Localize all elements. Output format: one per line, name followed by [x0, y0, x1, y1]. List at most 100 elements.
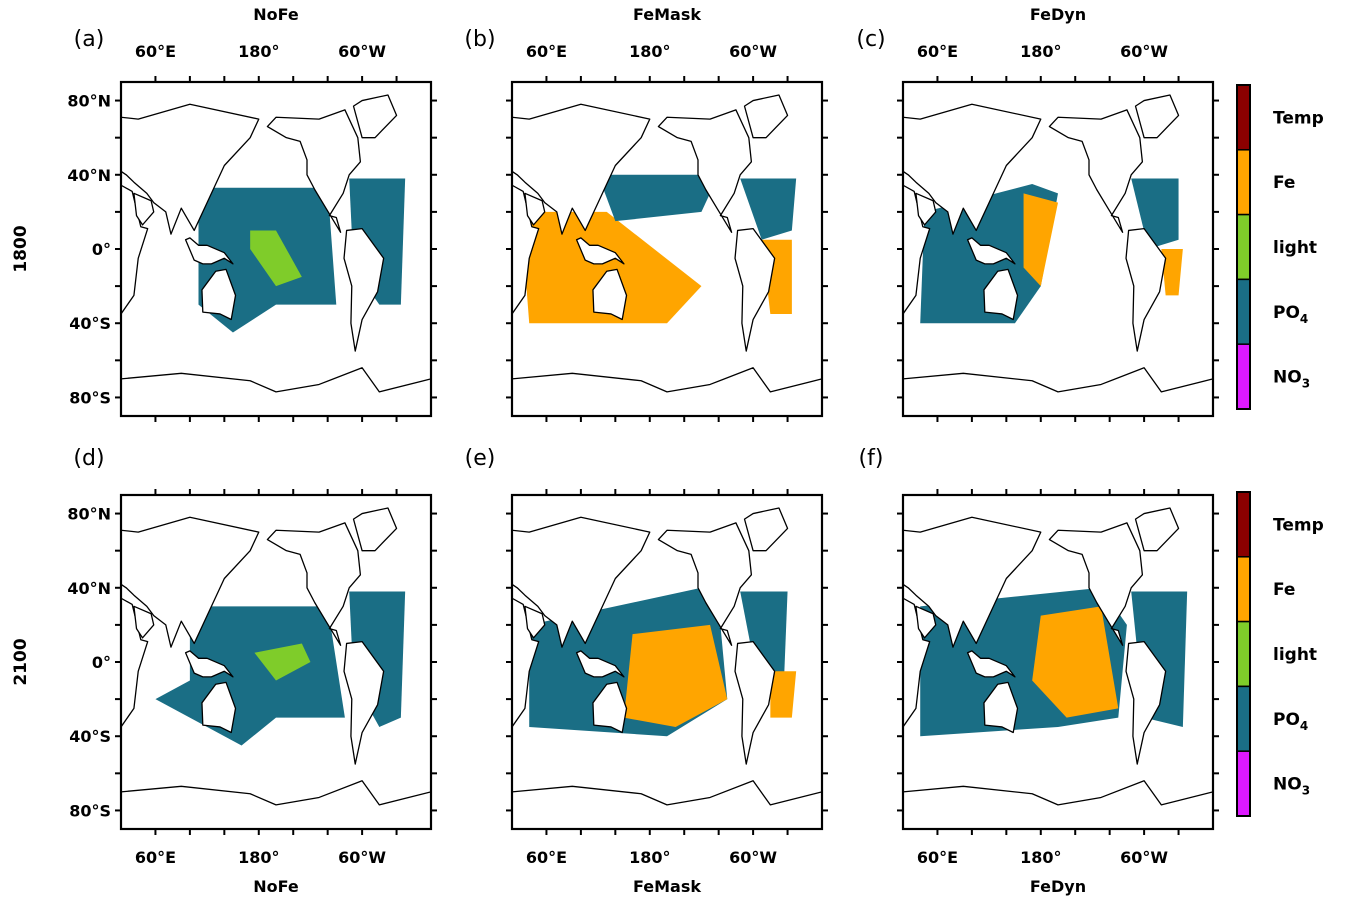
coastline-south-america [1125, 227, 1167, 352]
map-panel-a: (a) NoFe 60°E 180° 60°W 80°N 40°N 0° 40°S 80°S [67, 5, 437, 422]
coastline-north-america [1048, 522, 1144, 646]
coastline-north-america [657, 109, 753, 233]
colorbar: Temp Fe light PO4 NO3 [1236, 491, 1324, 817]
lat-tick-label: 40°N [67, 166, 111, 185]
colorbar-swatch-no3 [1236, 750, 1251, 817]
row-label: 2100 [11, 638, 31, 685]
colorbar-label: Temp [1273, 108, 1324, 128]
colorbar: Temp Fe light PO4 NO3 [1236, 84, 1324, 410]
lon-tick-label: 180° [629, 848, 670, 867]
colorbar-label: light [1273, 238, 1317, 258]
coastline-north-america [266, 522, 362, 646]
coastline-eurasia [512, 516, 651, 648]
lon-tick-label: 180° [1020, 848, 1061, 867]
panel-label: (d) [73, 446, 104, 471]
coastline-indonesia [966, 650, 1016, 678]
colorbar-frame [1236, 491, 1251, 817]
coastline-north-america [657, 522, 753, 646]
colorbar-swatch-po4 [1236, 685, 1251, 752]
limitation-region [254, 643, 311, 681]
coastline-greenland [1134, 94, 1180, 139]
limitation-region [770, 671, 797, 718]
lon-tick-label: 60°W [338, 848, 386, 867]
colorbar-swatch-temp [1236, 491, 1251, 558]
coastline-australia [592, 681, 628, 734]
colorbar-swatch-fe [1236, 149, 1251, 216]
lon-tick-label: 180° [238, 42, 279, 61]
colorbar-label: Temp [1273, 515, 1324, 535]
limitation-region [1161, 249, 1183, 296]
coastline-eurasia [121, 516, 260, 648]
map-panel-f: (f) 60°E 180° 60°W FeDyn [859, 446, 1219, 896]
coastline-indonesia [184, 650, 234, 678]
limitation-region [740, 178, 797, 240]
coastline-indonesia [575, 237, 625, 265]
limitation-region [598, 174, 719, 222]
coastline-south-america [343, 640, 385, 765]
colorbar-label: NO3 [1273, 775, 1310, 798]
coastline-indonesia [966, 237, 1016, 265]
colorbar-swatch-light [1236, 620, 1251, 688]
panel-label: (b) [464, 27, 495, 52]
colorbar-swatch-fe [1236, 556, 1251, 623]
lat-tick-label: 80°N [67, 92, 111, 111]
lon-tick-label: 60°W [729, 848, 777, 867]
coastline-greenland [1134, 507, 1180, 552]
coastline-antarctica [121, 780, 431, 829]
colorbar-label: Fe [1273, 173, 1295, 193]
coastline-africa [512, 597, 540, 728]
coastline-australia [201, 681, 237, 734]
coastline-eurasia [903, 516, 1042, 648]
colorbar-label: Fe [1273, 580, 1295, 600]
coastline-greenland [743, 94, 789, 139]
coastline-africa [121, 597, 149, 728]
coastline-australia [983, 681, 1019, 734]
lon-tick-label: 60°E [135, 848, 176, 867]
panel-label: (a) [74, 27, 105, 52]
colorbar-label: PO4 [1273, 303, 1308, 326]
lon-tick-label: 180° [629, 42, 670, 61]
lat-tick-label: 80°S [69, 801, 111, 820]
coastline-africa [512, 184, 540, 315]
panel-title: FeDyn [1030, 5, 1086, 24]
limitation-region [1131, 178, 1179, 249]
lon-tick-label: 60°E [917, 848, 958, 867]
coastline-arabia [915, 605, 937, 639]
coastline-south-america [1125, 640, 1167, 765]
coastline-arabia [524, 605, 546, 639]
coastline-greenland [352, 507, 398, 552]
limitation-region [623, 624, 728, 727]
coastline-eurasia [512, 103, 651, 235]
coastline-africa [903, 184, 931, 315]
lon-tick-label: 180° [238, 848, 279, 867]
coastline-arabia [915, 192, 937, 226]
colorbar-swatch-no3 [1236, 343, 1251, 410]
coastline-arabia [524, 192, 546, 226]
coastline-indonesia [184, 237, 234, 265]
limitation-region [155, 606, 345, 746]
panel-label: (e) [465, 446, 496, 471]
lon-tick-label: 60°W [338, 42, 386, 61]
colorbar-label: PO4 [1273, 710, 1308, 733]
lon-tick-label: 60°E [526, 42, 567, 61]
limitation-region [524, 211, 702, 324]
coastline-eurasia [121, 103, 260, 235]
coastline-south-america [343, 227, 385, 352]
coastline-arabia [133, 605, 155, 639]
coastline-antarctica [512, 780, 822, 829]
coastline-indonesia [575, 650, 625, 678]
coastline-australia [201, 268, 237, 321]
limitation-region [250, 230, 302, 287]
lon-tick-label: 180° [1020, 42, 1061, 61]
coastline-africa [903, 597, 931, 728]
panel-title: FeMask [633, 877, 701, 896]
lon-tick-label: 60°E [526, 848, 567, 867]
panel-label: (c) [856, 27, 885, 52]
colorbar-label: NO3 [1273, 368, 1310, 391]
colorbar-swatch-temp [1236, 84, 1251, 151]
coastline-antarctica [903, 367, 1213, 416]
lon-tick-label: 60°E [917, 42, 958, 61]
row-label: 1800 [11, 225, 31, 272]
coastline-north-america [266, 109, 362, 233]
